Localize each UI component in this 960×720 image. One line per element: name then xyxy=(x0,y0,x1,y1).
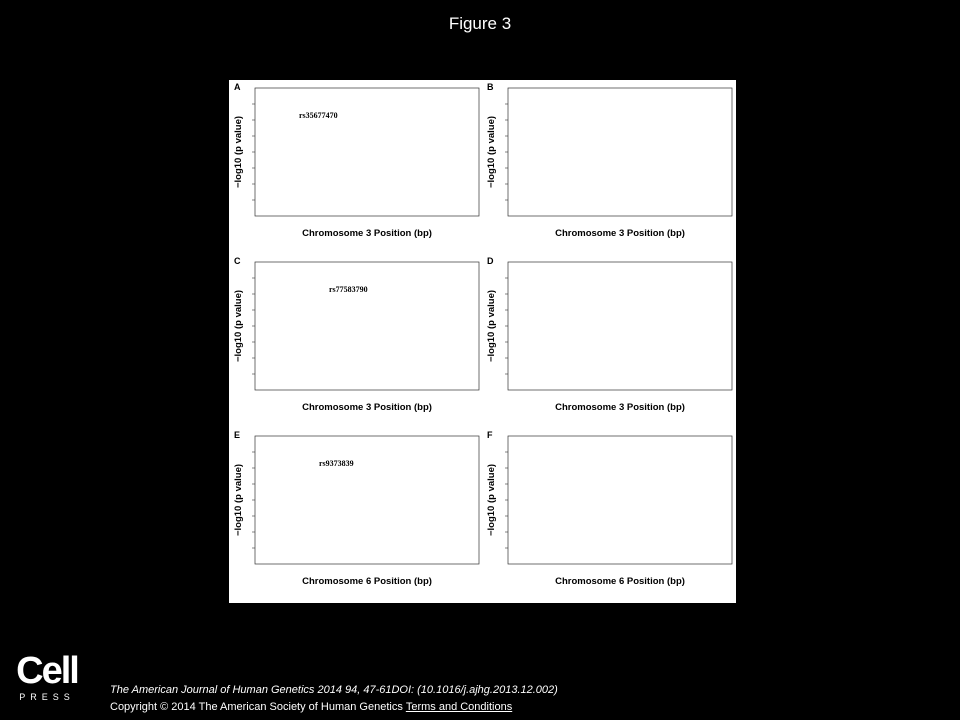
panel: B −log10 (p value) Chromosome 3 Position (… xyxy=(486,82,733,239)
snp-label: rs77583790 xyxy=(329,285,368,294)
copyright: Copyright © 2014 The American Society of… xyxy=(110,701,403,713)
panel-label: D xyxy=(487,256,494,266)
panel-label: F xyxy=(487,430,493,440)
terms-link[interactable]: Terms and Conditions xyxy=(405,701,513,713)
figure: A −log10 (p value) Chromosome 3 Position (… xyxy=(229,80,736,603)
y-axis-label: −log10 (p value) xyxy=(486,464,497,536)
panel: A −log10 (p value) Chromosome 3 Position (… xyxy=(233,82,480,239)
panel: F −log10 (p value) Chromosome 6 Position (… xyxy=(486,430,733,587)
logo-sub: PRESS xyxy=(19,692,75,702)
x-axis-label: Chromosome 3 Position (bp) xyxy=(555,228,685,239)
panel-label: B xyxy=(487,82,494,92)
slide-title: Figure 3 xyxy=(448,14,512,33)
x-axis-label: Chromosome 3 Position (bp) xyxy=(302,228,432,239)
figure-background xyxy=(229,80,736,603)
y-axis-label: −log10 (p value) xyxy=(233,464,244,536)
x-axis-label: Chromosome 3 Position (bp) xyxy=(302,402,432,413)
x-axis-label: Chromosome 6 Position (bp) xyxy=(302,576,432,587)
citation: The American Journal of Human Genetics 2… xyxy=(110,684,558,696)
panel-label: C xyxy=(234,256,241,266)
panel-label: A xyxy=(234,82,241,92)
y-axis-label: −log10 (p value) xyxy=(233,116,244,188)
y-axis-label: −log10 (p value) xyxy=(233,290,244,362)
y-axis-label: −log10 (p value) xyxy=(486,116,497,188)
x-axis-label: Chromosome 6 Position (bp) xyxy=(555,576,685,587)
snp-label: rs9373839 xyxy=(319,459,354,468)
copyright-line: Copyright © 2014 The American Society of… xyxy=(110,701,512,713)
panel: D −log10 (p value) Chromosome 3 Position (… xyxy=(486,256,733,413)
panel: C −log10 (p value) Chromosome 3 Position (… xyxy=(233,256,480,413)
snp-label: rs35677470 xyxy=(299,111,338,120)
x-axis-label: Chromosome 3 Position (bp) xyxy=(555,402,685,413)
logo: Cell PRESS xyxy=(14,652,80,702)
logo-word: Cell xyxy=(16,650,80,692)
panel: E −log10 (p value) Chromosome 6 Position (… xyxy=(233,430,480,587)
y-axis-label: −log10 (p value) xyxy=(486,290,497,362)
panel-label: E xyxy=(234,430,240,440)
